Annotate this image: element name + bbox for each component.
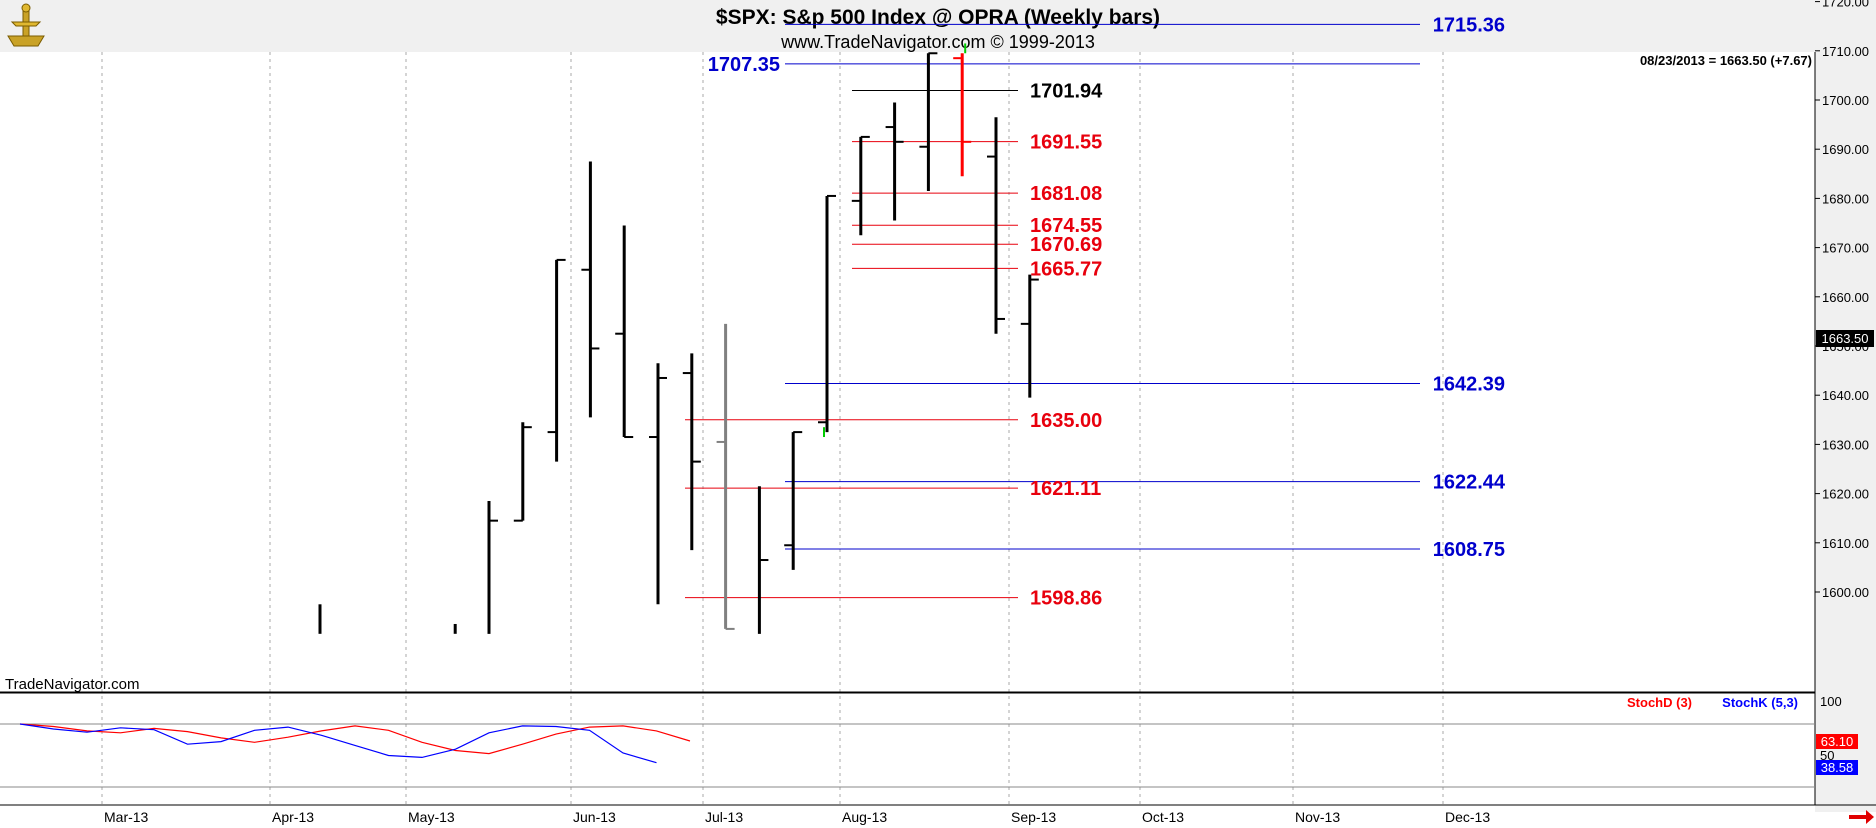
stoch-d-tag-box <box>1816 734 1858 749</box>
legend-stoch-k: StochK (5,3) <box>1722 695 1798 710</box>
logo-icon <box>7 3 45 47</box>
x-tick-may-13: May-13 <box>408 809 455 825</box>
stoch-d-line <box>19 723 691 755</box>
level-label-1715.36: 1715.36 <box>1433 14 1505 36</box>
level-label-1598.86: 1598.86 <box>1030 588 1102 610</box>
x-tick-sep-13: Sep-13 <box>1011 809 1056 825</box>
level-label-1670.69: 1670.69 <box>1030 234 1102 256</box>
level-label-1621.11: 1621.11 <box>1030 478 1101 500</box>
stoch-k-tag: 38.58 <box>1821 760 1854 775</box>
x-tick-jul-13: Jul-13 <box>705 809 743 825</box>
stoch-k-tag-box <box>1816 760 1858 775</box>
y-tick-1630.00: 1630.00 <box>1822 437 1869 452</box>
y-tick-1600.00: 1600.00 <box>1822 585 1869 600</box>
time-axis-ticks: Mar-13 Apr-13 May-13 Jun-13 Jul-13 Aug-13 Sep-… <box>104 809 1490 825</box>
level-label-1681.08: 1681.08 <box>1030 183 1102 205</box>
vertical-grid <box>0 52 1815 805</box>
level-label-1608.75: 1608.75 <box>1433 539 1505 561</box>
header-band <box>0 0 1876 52</box>
stoch-tick-50: 50 <box>1820 748 1834 763</box>
level-lines: 1715.36 1707.35 1701.94 1691.55 1681.08 1674.… <box>685 14 1506 610</box>
price-tag-box <box>1816 330 1874 347</box>
stochastic-lines <box>19 723 691 764</box>
level-label-1674.55: 1674.55 <box>1030 215 1102 237</box>
chart-subtitle: www.TradeNavigator.com © 1999-2013 <box>780 32 1095 52</box>
chart-title: $SPX: S&p 500 Index @ OPRA (Weekly bars) <box>716 6 1160 29</box>
y-tick-1700.00: 1700.00 <box>1822 93 1869 108</box>
x-tick-apr-13: Apr-13 <box>272 809 314 825</box>
stoch-d-tag: 63.10 <box>1821 734 1854 749</box>
y-tick-1710.00: 1710.00 <box>1822 44 1869 59</box>
level-label-1707.35: 1707.35 <box>708 54 780 76</box>
y-tick-1610.00: 1610.00 <box>1822 536 1869 551</box>
level-label-1665.77: 1665.77 <box>1030 258 1102 280</box>
y-tick-1680.00: 1680.00 <box>1822 191 1869 206</box>
x-tick-mar-13: Mar-13 <box>104 809 149 825</box>
level-label-1642.39: 1642.39 <box>1433 373 1505 395</box>
y-tick-1620.00: 1620.00 <box>1822 487 1869 502</box>
stoch-tick-100: 100 <box>1820 694 1842 709</box>
y-tick-1660.00: 1660.00 <box>1822 290 1869 305</box>
level-label-1635.00: 1635.00 <box>1030 410 1102 432</box>
y-tick-1690.00: 1690.00 <box>1822 142 1869 157</box>
level-label-1691.55: 1691.55 <box>1030 132 1102 154</box>
scroll-right-arrow-icon[interactable] <box>1849 810 1874 824</box>
last-quote-label: 08/23/2013 = 1663.50 (+7.67) <box>1640 53 1812 68</box>
price-panel <box>0 52 1815 692</box>
watermark: TradeNavigator.com <box>5 676 140 693</box>
y-tick-1720.00: 1720.00 <box>1822 0 1869 10</box>
stoch-k-line <box>19 723 657 764</box>
x-tick-aug-13: Aug-13 <box>842 809 887 825</box>
price-bars <box>318 43 1039 634</box>
x-tick-oct-13: Oct-13 <box>1142 809 1184 825</box>
x-tick-dec-13: Dec-13 <box>1445 809 1490 825</box>
x-tick-jun-13: Jun-13 <box>573 809 616 825</box>
level-label-1701.94: 1701.94 <box>1030 80 1103 102</box>
legend-stoch-d: StochD (3) <box>1627 695 1692 710</box>
level-label-1622.44: 1622.44 <box>1433 472 1506 494</box>
price-tag: 1663.50 <box>1822 331 1869 346</box>
right-axis-panel <box>1815 52 1876 812</box>
y-tick-1640.00: 1640.00 <box>1822 388 1869 403</box>
x-tick-nov-13: Nov-13 <box>1295 809 1340 825</box>
y-tick-1670.00: 1670.00 <box>1822 241 1869 256</box>
